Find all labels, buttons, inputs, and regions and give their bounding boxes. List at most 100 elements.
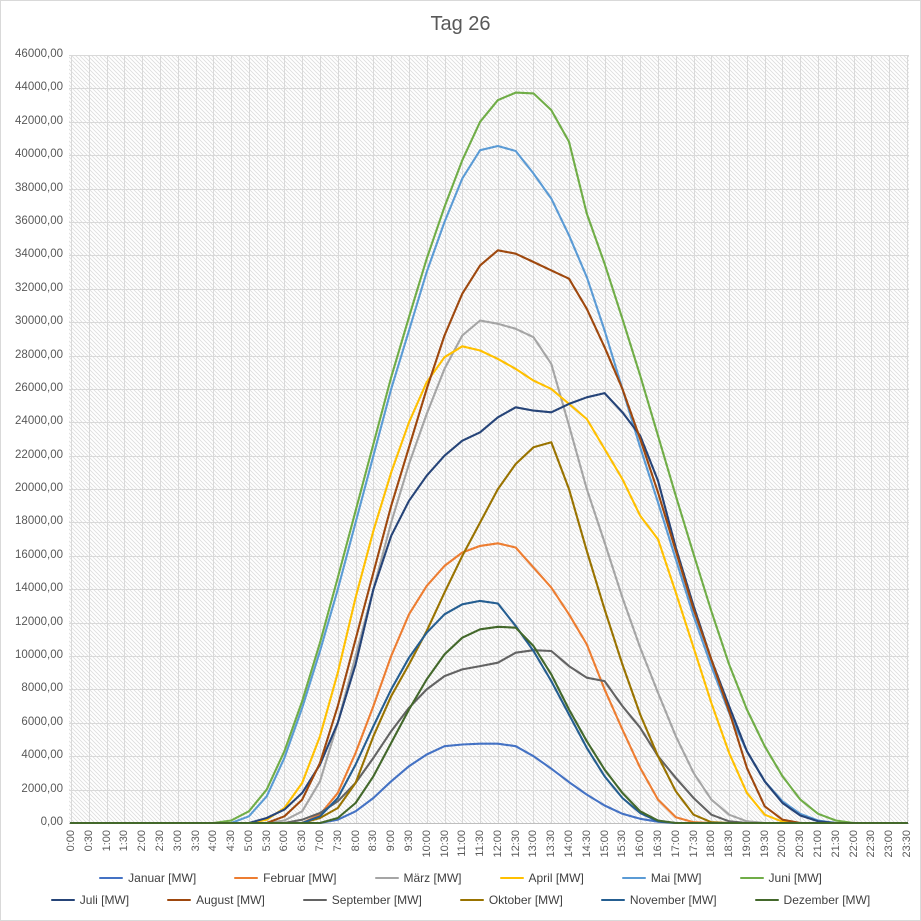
legend-line-swatch (739, 876, 764, 880)
legend-line-swatch (99, 876, 124, 880)
y-tick-label: 28000,00 (15, 348, 63, 361)
series-line-dezember (69, 625, 909, 825)
x-tick-label: 21:00 (812, 830, 825, 858)
y-tick-label: 34000,00 (15, 248, 63, 261)
x-tick-label: 2:30 (153, 830, 166, 852)
y-tick-label: 14000,00 (15, 582, 63, 595)
x-tick-label: 12:00 (491, 830, 504, 858)
x-tick-label: 19:00 (740, 830, 753, 858)
legend-item-august: August [MW] (167, 893, 265, 907)
x-tick-label: 22:00 (847, 830, 860, 858)
x-tick-label: 22:30 (865, 830, 878, 858)
y-tick-label: 22000,00 (15, 448, 63, 461)
legend-label: Oktober [MW] (488, 893, 563, 907)
gridlines (69, 55, 909, 824)
y-tick-label: 38000,00 (15, 181, 63, 194)
legend-item-oktober: Oktober [MW] (459, 893, 563, 907)
y-tick-label: 36000,00 (15, 214, 63, 227)
legend-label: Mai [MW] (650, 871, 702, 885)
x-tick-label: 23:30 (901, 830, 913, 858)
x-tick-label: 21:30 (829, 830, 842, 858)
legend-item-februar: Februar [MW] (234, 871, 337, 885)
legend-item-november: November [MW] (600, 893, 717, 907)
x-tick-label: 15:00 (598, 830, 611, 858)
y-tick-label: 24000,00 (15, 415, 63, 428)
legend-item-januar: Januar [MW] (99, 871, 196, 885)
y-tick-label: 6000,00 (21, 715, 63, 728)
x-tick-label: 3:00 (171, 830, 184, 852)
x-tick-label: 6:00 (278, 830, 291, 852)
x-tick-label: 18:00 (705, 830, 718, 858)
x-tick-label: 10:30 (438, 830, 451, 858)
x-tick-label: 4:00 (207, 830, 220, 852)
x-tick-label: 13:00 (527, 830, 540, 858)
legend-line-swatch (50, 898, 75, 902)
legend-item-maerz: März [MW] (374, 871, 462, 885)
y-tick-label: 18000,00 (15, 515, 63, 528)
legend-item-mai: Mai [MW] (621, 871, 702, 885)
x-tick-label: 1:00 (100, 830, 113, 852)
y-tick-label: 40000,00 (15, 148, 63, 161)
y-tick-label: 32000,00 (15, 281, 63, 294)
x-tick-label: 17:00 (669, 830, 682, 858)
x-tick-label: 8:00 (349, 830, 362, 852)
y-tick-label: 16000,00 (15, 548, 63, 561)
legend-label: September [MW] (331, 893, 422, 907)
legend-label: Juni [MW] (768, 871, 822, 885)
x-tick-label: 3:30 (189, 830, 202, 852)
x-tick-label: 11:00 (456, 830, 469, 857)
legend-label: August [MW] (196, 893, 265, 907)
y-tick-label: 42000,00 (15, 114, 63, 127)
legend-line-swatch (621, 876, 646, 880)
legend-item-juli: Juli [MW] (50, 893, 129, 907)
legend-line-swatch (600, 898, 625, 902)
x-tick-label: 17:30 (687, 830, 700, 858)
y-tick-label: 10000,00 (15, 649, 63, 662)
legend-line-swatch (302, 898, 327, 902)
x-tick-label: 9:00 (385, 830, 398, 852)
x-tick-label: 18:30 (723, 830, 736, 858)
legend-label: März [MW] (403, 871, 462, 885)
y-tick-label: 8000,00 (21, 682, 63, 695)
x-tick-label: 7:30 (331, 830, 344, 852)
chart-title: Tag 26 (430, 13, 491, 35)
x-tick-label: 4:30 (225, 830, 238, 852)
plot-hatch-pattern (69, 55, 909, 823)
legend-line-swatch (374, 876, 399, 880)
legend-label: Dezember [MW] (783, 893, 871, 907)
y-tick-label: 44000,00 (15, 81, 63, 94)
plot-area (69, 55, 909, 825)
y-tick-label: 4000,00 (21, 749, 63, 762)
x-tick-label: 8:30 (367, 830, 380, 852)
legend-row: Juli [MW] August [MW] September [MW] Oktobe… (1, 889, 920, 911)
legend-label: Januar [MW] (128, 871, 197, 885)
x-tick-label: 0:00 (65, 830, 77, 852)
legend-line-swatch (167, 898, 192, 902)
legend-line-swatch (754, 898, 779, 902)
legend-label: November [MW] (629, 893, 717, 907)
legend-item-september: September [MW] (302, 893, 422, 907)
legend-row: Januar [MW] Februar [MW] März [MW] April [M… (1, 867, 920, 889)
y-tick-label: 30000,00 (15, 315, 63, 328)
x-tick-label: 14:00 (563, 830, 576, 858)
x-tick-label: 9:30 (402, 830, 415, 852)
y-tick-label: 20000,00 (15, 482, 63, 495)
y-tick-label: 12000,00 (15, 615, 63, 628)
legend-item-dezember: Dezember [MW] (754, 893, 871, 907)
x-tick-label: 16:30 (651, 830, 664, 858)
legend-label: April [MW] (528, 871, 584, 885)
x-tick-label: 19:30 (758, 830, 771, 858)
x-tick-label: 7:00 (314, 830, 327, 852)
x-tick-label: 23:00 (883, 830, 896, 858)
x-tick-label: 20:00 (776, 830, 789, 858)
x-tick-label: 12:30 (509, 830, 522, 858)
x-tick-label: 10:00 (420, 830, 433, 858)
x-tick-label: 11:30 (474, 830, 487, 857)
y-tick-label: 26000,00 (15, 381, 63, 394)
legend-line-swatch (459, 898, 484, 902)
x-tick-label: 20:30 (794, 830, 807, 858)
x-tick-label: 16:00 (634, 830, 647, 858)
x-tick-label: 14:30 (580, 830, 593, 858)
legend-label: Februar [MW] (263, 871, 337, 885)
